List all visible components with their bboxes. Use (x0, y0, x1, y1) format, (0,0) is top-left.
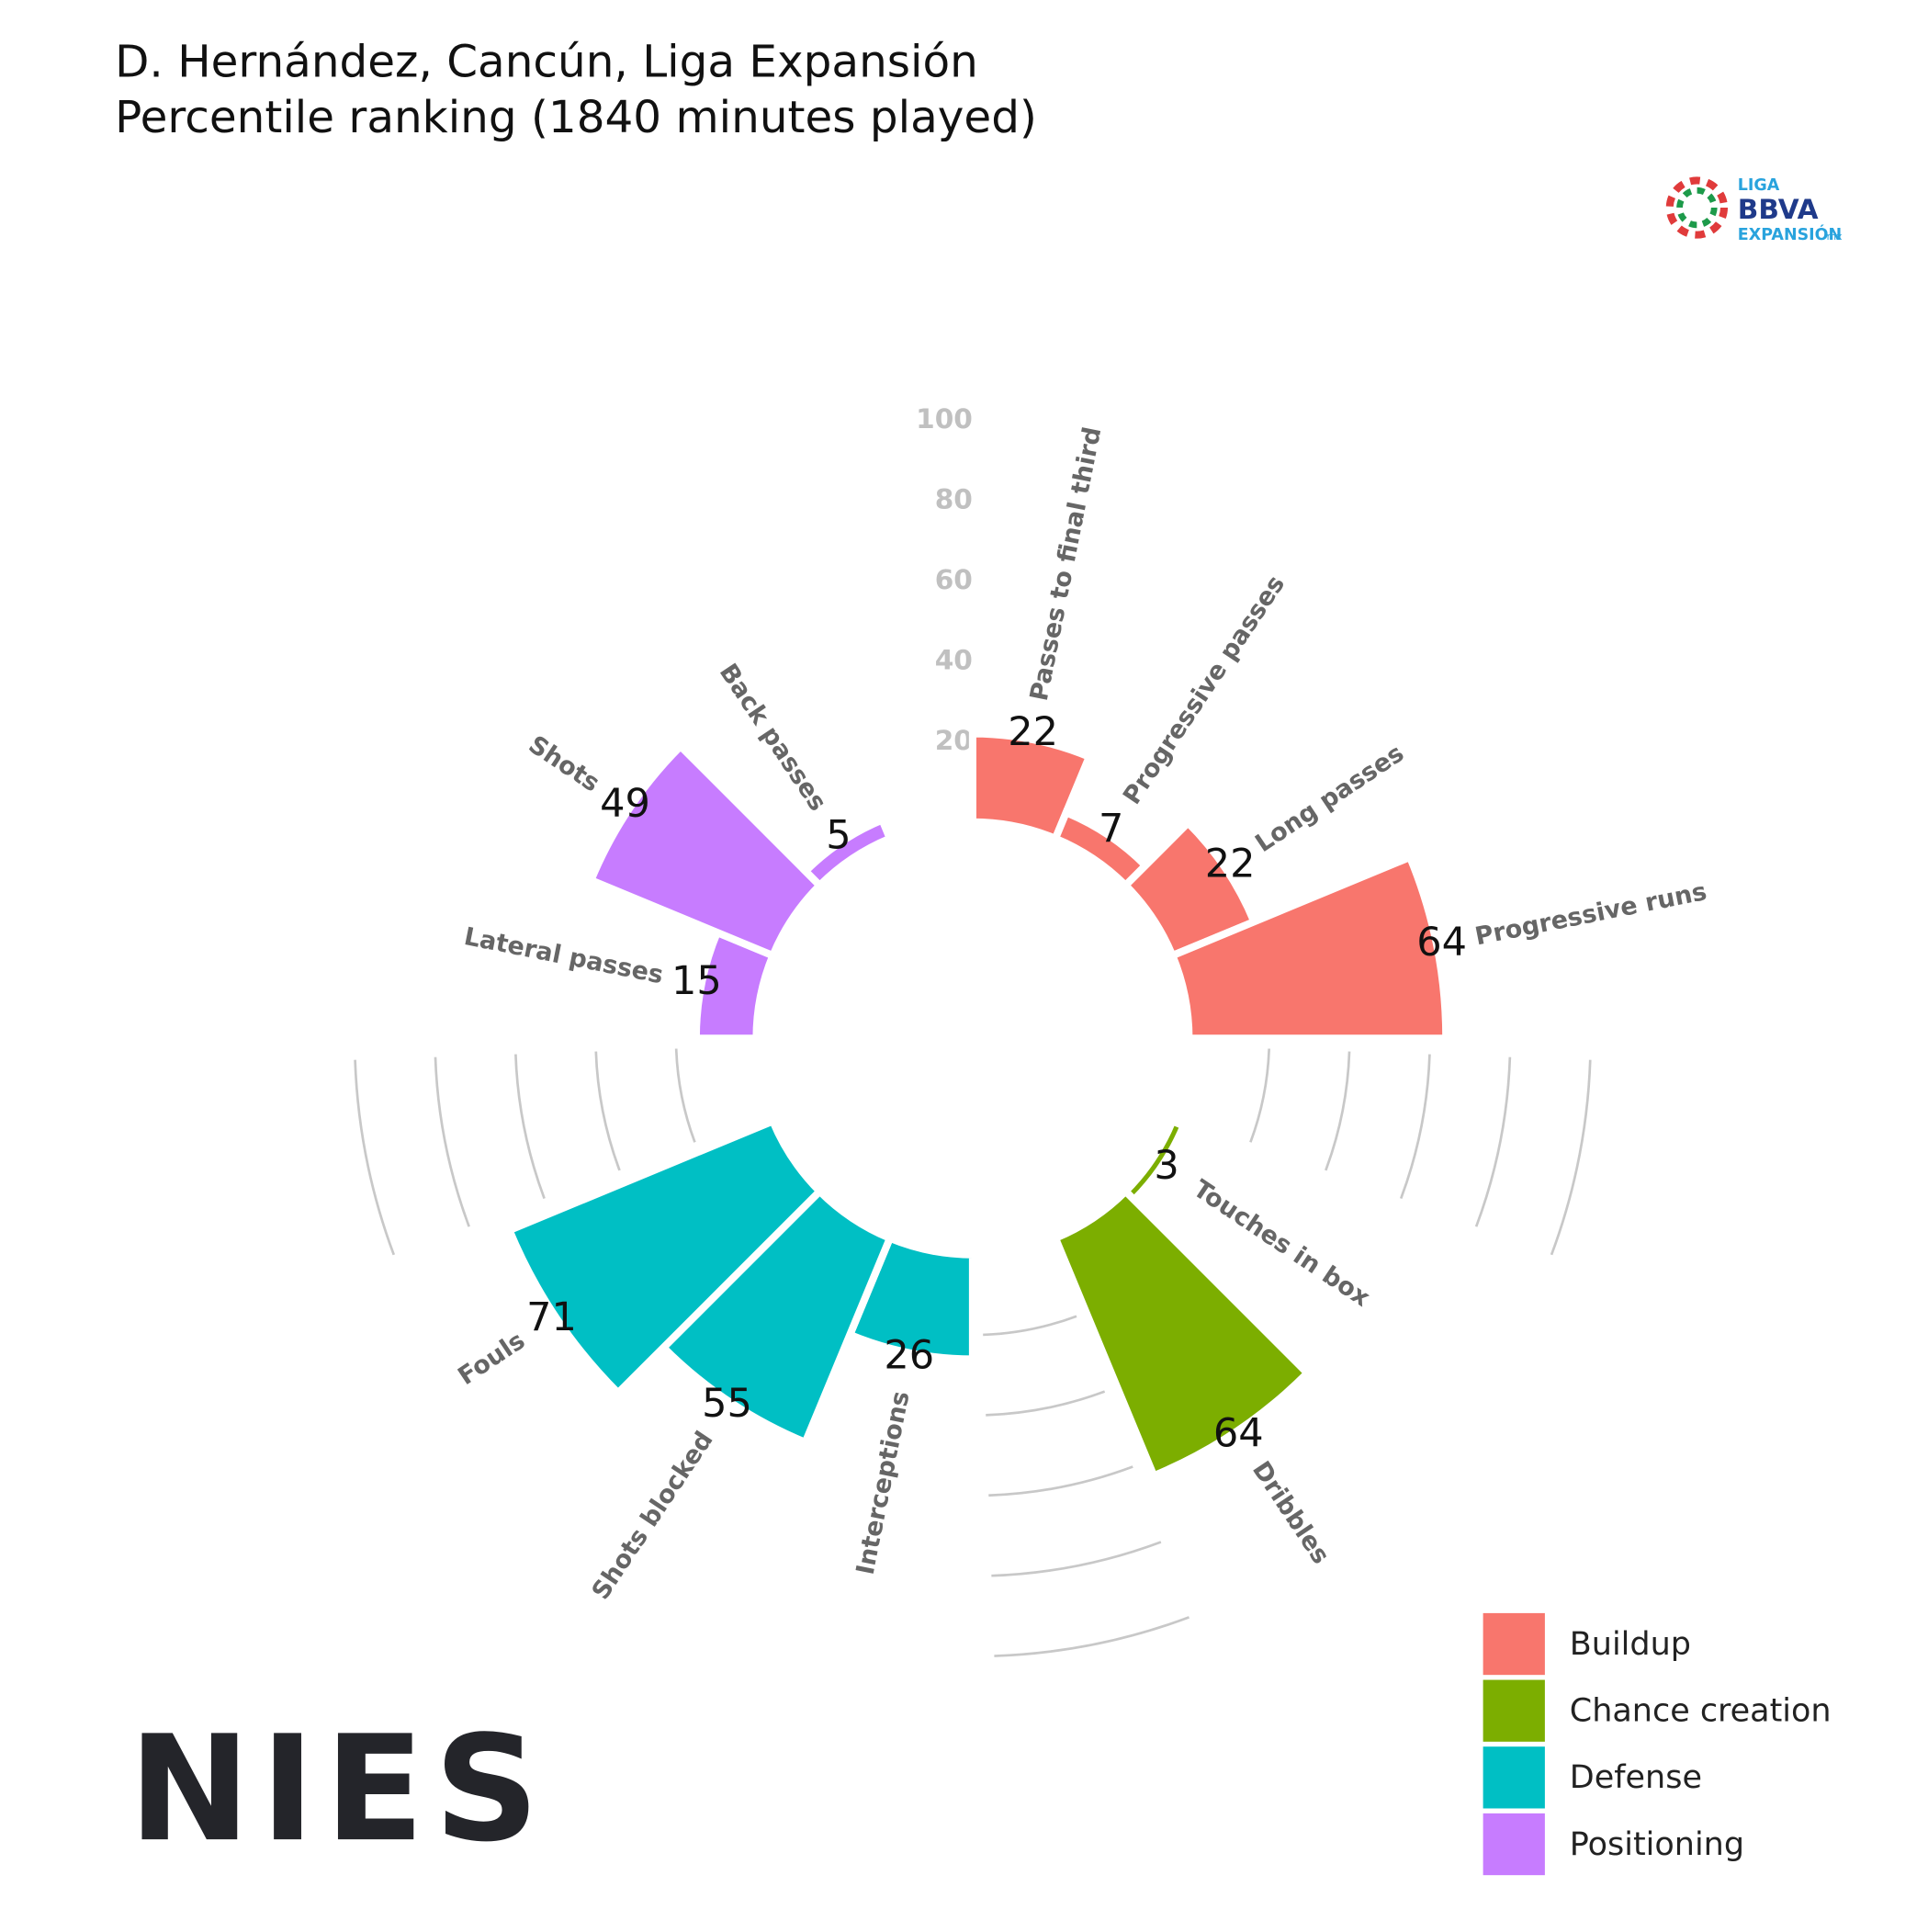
logo-text: BBVA (1738, 194, 1819, 225)
category-label: Long passes (1250, 739, 1409, 858)
legend-swatch (1483, 1746, 1545, 1809)
category-label: Passes to final third (1025, 424, 1108, 703)
value-label: 5 (826, 812, 851, 858)
category-label: Lateral passes (462, 922, 666, 989)
r-tick-label: 20 (935, 725, 973, 756)
value-label: 26 (884, 1332, 934, 1378)
bar (968, 729, 1095, 843)
value-label: 64 (1213, 1411, 1264, 1457)
grid-arc (1249, 1048, 1270, 1143)
grid-arc (994, 1616, 1189, 1657)
value-label: 55 (702, 1381, 752, 1427)
bar (1050, 1186, 1314, 1481)
category-label: Progressive passes (1118, 571, 1291, 809)
grid-arc (1399, 1054, 1431, 1200)
legend-label: Defense (1570, 1759, 1702, 1796)
value-label: 15 (671, 958, 722, 1004)
legend-swatch (1483, 1612, 1545, 1676)
grid-arc (594, 1051, 621, 1171)
logo-swirl (1665, 176, 1729, 239)
grid-arc (988, 1465, 1133, 1497)
bar (658, 1186, 896, 1448)
r-tick-label: 80 (935, 483, 973, 514)
legend-label: Buildup (1570, 1626, 1691, 1663)
chart-title: D. Hernández, Cancún, Liga Expansión (115, 36, 978, 87)
bar (586, 740, 826, 961)
chart-subtitle: Percentile ranking (1840 minutes played) (115, 92, 1037, 143)
bar (504, 1116, 826, 1398)
grid-arc (983, 1315, 1077, 1337)
bar (1167, 852, 1450, 1043)
r-tick-label: 60 (935, 564, 973, 595)
brand-logo: NIES (129, 1705, 549, 1874)
logo-text: LIGA (1738, 176, 1780, 195)
value-label: 7 (1099, 806, 1123, 852)
grid-arc (354, 1059, 396, 1256)
legend-swatch (1483, 1813, 1545, 1876)
category-label: Dribbles (1246, 1456, 1335, 1569)
logo-swirl (1676, 186, 1718, 229)
r-tick-label: 100 (916, 403, 973, 435)
value-label: 49 (600, 781, 650, 827)
grid-arc (434, 1056, 470, 1227)
category-label: Shots (524, 730, 605, 798)
grid-arc (986, 1390, 1106, 1417)
value-label: 64 (1416, 920, 1467, 966)
logo-text: mx (1827, 231, 1843, 243)
grid-arc (1474, 1056, 1512, 1227)
grid-arc (991, 1541, 1162, 1577)
logo-text: EXPANSIÓN (1738, 224, 1842, 244)
grid-arc (514, 1054, 546, 1200)
category-label: Interceptions (851, 1389, 916, 1577)
grid-arc (1325, 1051, 1351, 1171)
category-label: Progressive runs (1472, 877, 1708, 951)
league-logo: LIGA BBVA EXPANSIÓN mx (1665, 176, 1843, 244)
r-tick-label: 40 (935, 644, 973, 675)
grid-arc (674, 1048, 696, 1143)
category-label: Fouls (453, 1327, 530, 1391)
legend-swatch (1483, 1679, 1545, 1742)
value-label: 22 (1205, 841, 1256, 887)
legend-label: Positioning (1570, 1826, 1744, 1863)
value-label: 3 (1154, 1143, 1178, 1189)
value-label: 71 (526, 1294, 577, 1340)
legend-label: Chance creation (1570, 1693, 1832, 1730)
grid-arc (1550, 1059, 1592, 1256)
category-label: Shots blocked (587, 1427, 719, 1605)
value-label: 22 (1008, 709, 1058, 755)
bar (800, 815, 896, 891)
